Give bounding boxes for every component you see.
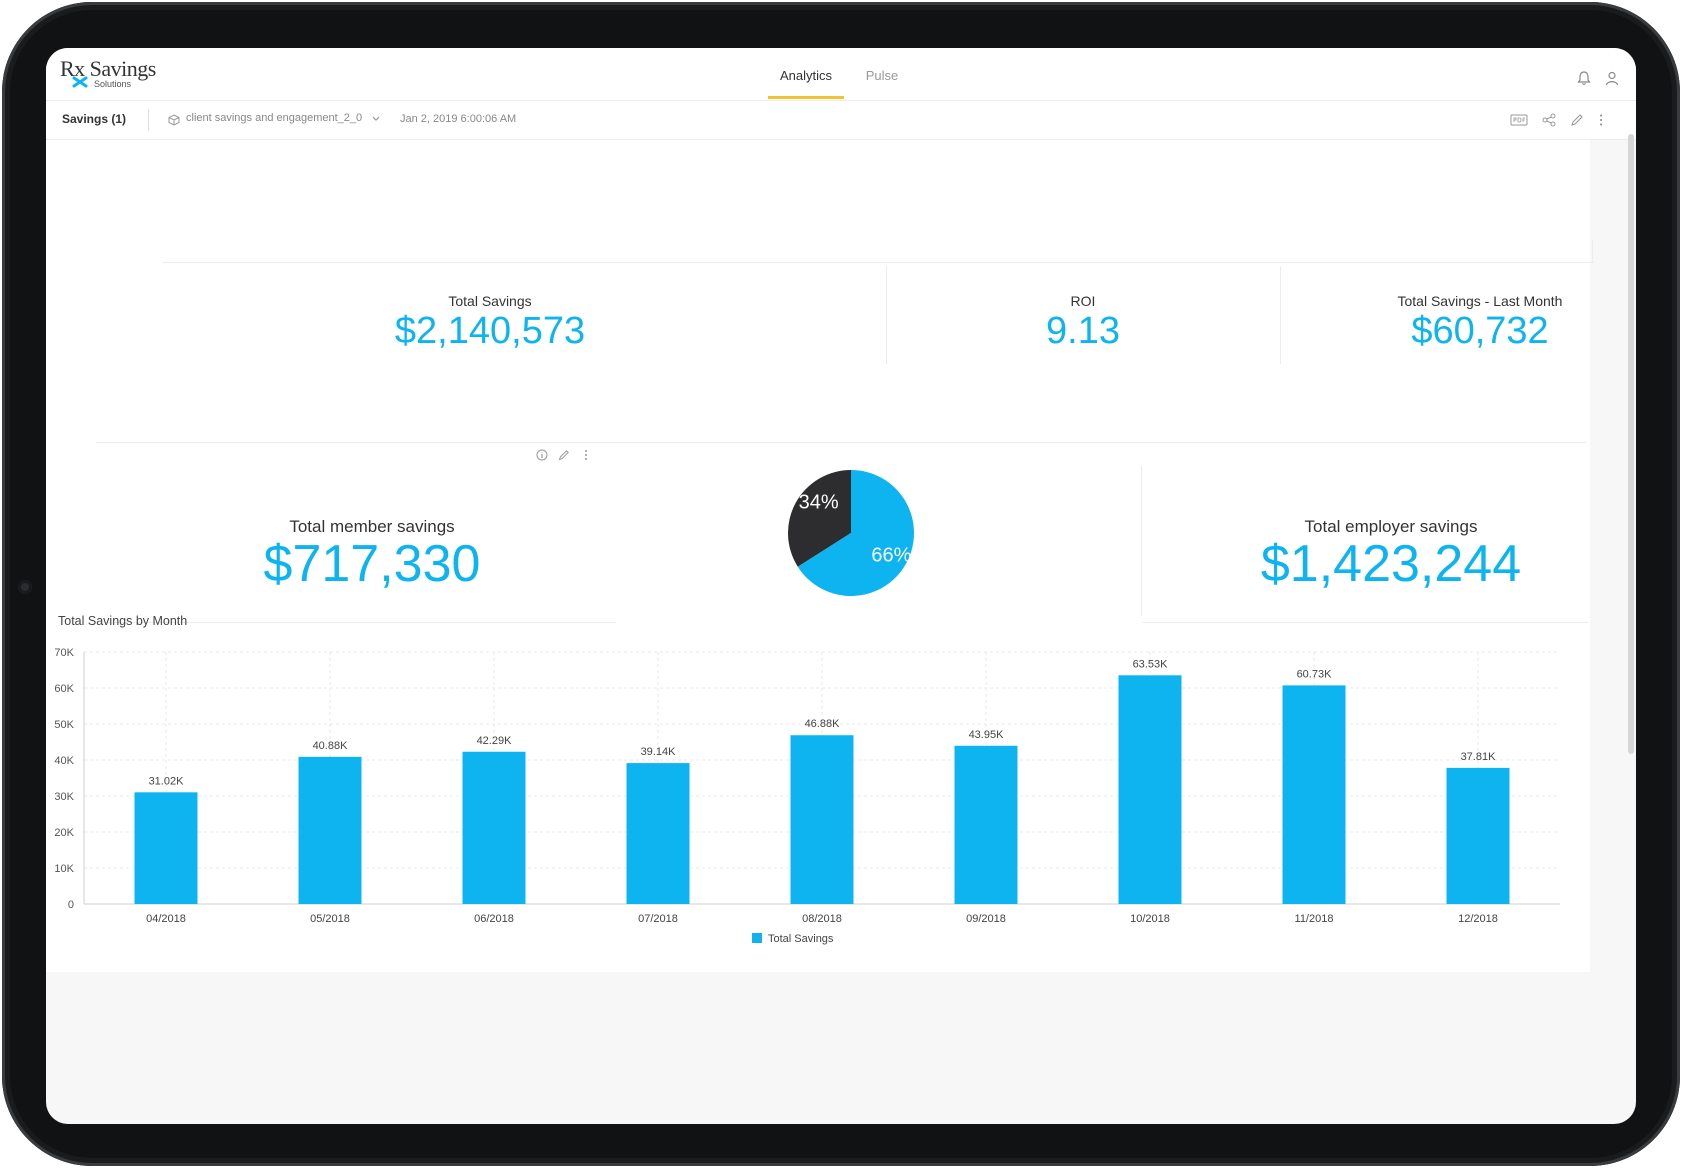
bar[interactable]: [462, 751, 526, 904]
bar-data-label: 37.81K: [1461, 751, 1497, 763]
x-tick-label: 12/2018: [1458, 913, 1498, 925]
section-divider: [106, 622, 616, 623]
member-savings-label: Total member savings: [289, 517, 455, 536]
section-divider: [1142, 622, 1588, 623]
logo-mark-icon: [72, 76, 88, 88]
legend-swatch: [752, 933, 762, 943]
kpi-row-top-border: [162, 262, 1594, 263]
x-tick-label: 09/2018: [966, 913, 1006, 925]
active-tab-indicator: [768, 96, 844, 99]
bar[interactable]: [1118, 675, 1182, 904]
widget-more-icon[interactable]: [584, 449, 588, 461]
dashboard-toolbar: Savings (1) client savings and engagemen…: [46, 101, 1636, 140]
total-savings-label: Total Savings: [448, 293, 532, 309]
tab-pulse[interactable]: Pulse: [865, 68, 899, 83]
user-icon[interactable]: [1604, 70, 1620, 86]
pie-slice[interactable]: [797, 470, 914, 596]
vertical-scrollbar[interactable]: [1628, 134, 1634, 754]
bar-data-label: 63.53K: [1133, 658, 1169, 670]
member-savings-value: $717,330: [263, 535, 481, 593]
x-tick-label: 11/2018: [1295, 913, 1334, 925]
top-nav: Rx Savings Solutions Analytics Pulse: [46, 48, 1636, 101]
kpi-row-edge: [1592, 240, 1593, 262]
chevron-down-icon[interactable]: [372, 116, 380, 122]
datasource-selector[interactable]: client savings and engagement_2_0: [186, 112, 363, 124]
pie-slice-label: 66%: [871, 545, 911, 567]
tab-analytics[interactable]: Analytics: [779, 68, 833, 83]
bar[interactable]: [1282, 685, 1346, 904]
kpi-divider: [1280, 266, 1281, 364]
x-tick-label: 06/2018: [474, 913, 514, 925]
cube-icon: [168, 114, 180, 126]
bar-data-label: 40.88K: [313, 740, 349, 752]
total-savings-bar-chart[interactable]: 0 10K 20K 30K 40K 50K 60K 70K 31.02K 04/2018 40.88…: [46, 634, 1590, 972]
bell-icon[interactable]: [1576, 70, 1592, 86]
last-month-savings-label: Total Savings - Last Month: [1397, 293, 1563, 309]
pie-slice-label: 34%: [799, 491, 839, 513]
camera-icon: [18, 580, 32, 594]
y-tick-label: 30K: [54, 791, 74, 803]
bar-data-label: 60.73K: [1297, 668, 1333, 680]
x-tick-label: 04/2018: [146, 913, 186, 925]
y-tick-label: 20K: [54, 827, 74, 839]
employer-savings-value: $1,423,244: [1260, 535, 1522, 593]
bar[interactable]: [626, 763, 690, 904]
last-month-savings-value: $60,732: [1411, 310, 1549, 352]
y-tick-label: 50K: [54, 719, 74, 731]
dashboard-content: Total Savings $2,140,573 ROI 9.13 Total …: [46, 140, 1594, 972]
toolbar-divider: [148, 109, 149, 131]
roi-label: ROI: [1070, 293, 1096, 309]
x-tick-label: 05/2018: [310, 913, 350, 925]
bar[interactable]: [134, 792, 198, 904]
x-tick-label: 07/2018: [638, 913, 678, 925]
pdf-export-icon[interactable]: [1510, 113, 1528, 127]
y-tick-label: 60K: [54, 683, 74, 695]
bar-data-label: 39.14K: [641, 746, 677, 758]
logo-main-text: Rx Savings: [60, 56, 156, 81]
x-tick-label: 08/2018: [802, 913, 842, 925]
roi-value: 9.13: [1046, 310, 1120, 352]
employer-savings-label: Total employer savings: [1304, 517, 1478, 536]
bar-data-label: 46.88K: [805, 718, 841, 730]
bar[interactable]: [954, 745, 1018, 904]
pie-slice[interactable]: [788, 470, 851, 567]
logo-sub-text: Solutions: [94, 79, 132, 89]
bar-data-label: 31.02K: [149, 775, 185, 787]
kpi-divider: [886, 266, 887, 364]
section-divider: [1141, 466, 1142, 616]
y-tick-label: 40K: [54, 755, 74, 767]
bar[interactable]: [790, 735, 854, 904]
more-options-icon[interactable]: [1598, 113, 1604, 127]
y-tick-label: 0: [68, 899, 74, 911]
savings-split-pie-chart[interactable]: 34% 66%: [776, 458, 926, 608]
legend-label[interactable]: Total Savings: [768, 933, 834, 945]
total-savings-value: $2,140,573: [394, 310, 586, 352]
widget-edit-icon[interactable]: [558, 449, 570, 461]
logo[interactable]: Rx Savings Solutions: [60, 56, 170, 94]
dashboard-title[interactable]: Savings (1): [62, 112, 127, 126]
y-tick-label: 10K: [54, 863, 74, 875]
screen: Rx Savings Solutions Analytics Pulse Sav…: [46, 48, 1636, 1124]
x-tick-label: 10/2018: [1130, 913, 1170, 925]
y-tick-label: 70K: [54, 647, 74, 659]
bar-data-label: 42.29K: [477, 735, 513, 747]
last-updated-timestamp: Jan 2, 2019 6:00:06 AM: [400, 113, 517, 125]
section-divider: [96, 442, 1586, 443]
bar-data-label: 43.95K: [969, 729, 1005, 741]
bar[interactable]: [298, 756, 362, 904]
info-icon[interactable]: [536, 449, 548, 461]
edit-pencil-icon[interactable]: [1570, 113, 1584, 127]
bar[interactable]: [1446, 767, 1510, 904]
share-icon[interactable]: [1542, 113, 1556, 127]
bar-chart-title: Total Savings by Month: [58, 614, 188, 628]
